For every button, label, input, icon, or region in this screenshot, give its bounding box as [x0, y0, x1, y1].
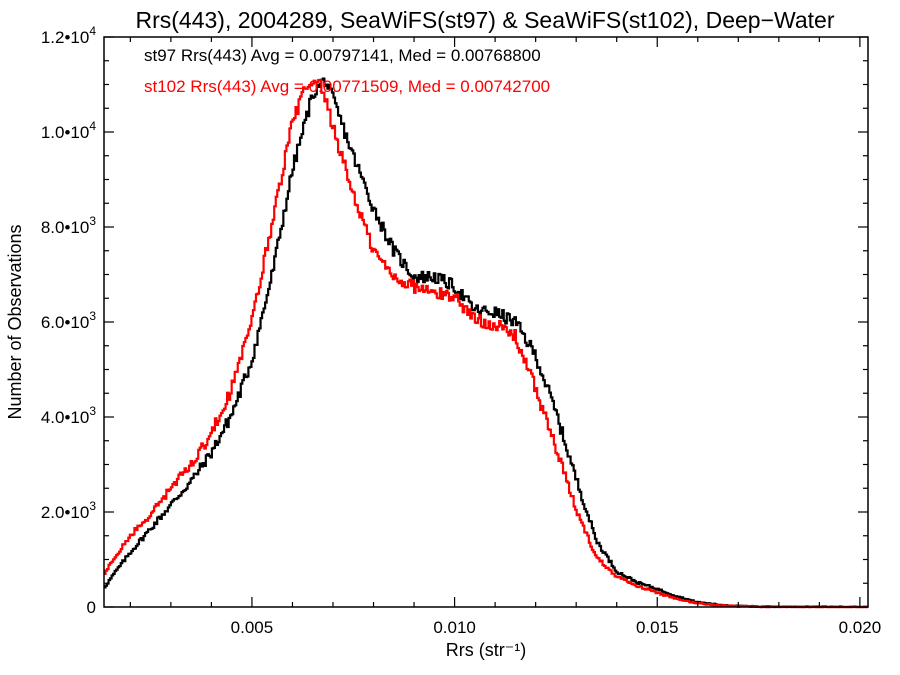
chart-title: Rrs(443), 2004289, SeaWiFS(st97) & SeaWi…	[135, 7, 834, 33]
series-layer	[104, 77, 869, 609]
y-axis-label: Number of Observations	[5, 224, 25, 419]
x-tick-label: 0.020	[839, 618, 882, 637]
y-tick-label: 0	[87, 598, 96, 617]
y-tick-label: 4.0•103	[41, 404, 97, 427]
x-tick-label: 0.015	[636, 618, 679, 637]
annotation-st97: st97 Rrs(443) Avg = 0.00797141, Med = 0.…	[144, 46, 541, 65]
y-tick-label: 1.0•104	[41, 119, 97, 142]
y-tick-label: 8.0•103	[41, 214, 97, 237]
ticks-layer: 0.005 0.010 0.015 0.020 0 2.0•103 4.0•103 6.0•1…	[41, 24, 881, 637]
series-st102-line	[104, 78, 869, 609]
x-axis-label: Rrs (str⁻¹)	[446, 640, 526, 660]
series-st97-line	[104, 77, 869, 609]
y-tick-label: 1.2•104	[41, 24, 97, 47]
x-tick-label: 0.005	[231, 618, 274, 637]
x-tick-label: 0.010	[433, 618, 476, 637]
y-tick-label: 6.0•103	[41, 309, 97, 332]
annotation-st102: st102 Rrs(443) Avg = 0.00771509, Med = 0…	[144, 77, 550, 96]
y-tick-label: 2.0•103	[41, 499, 97, 522]
